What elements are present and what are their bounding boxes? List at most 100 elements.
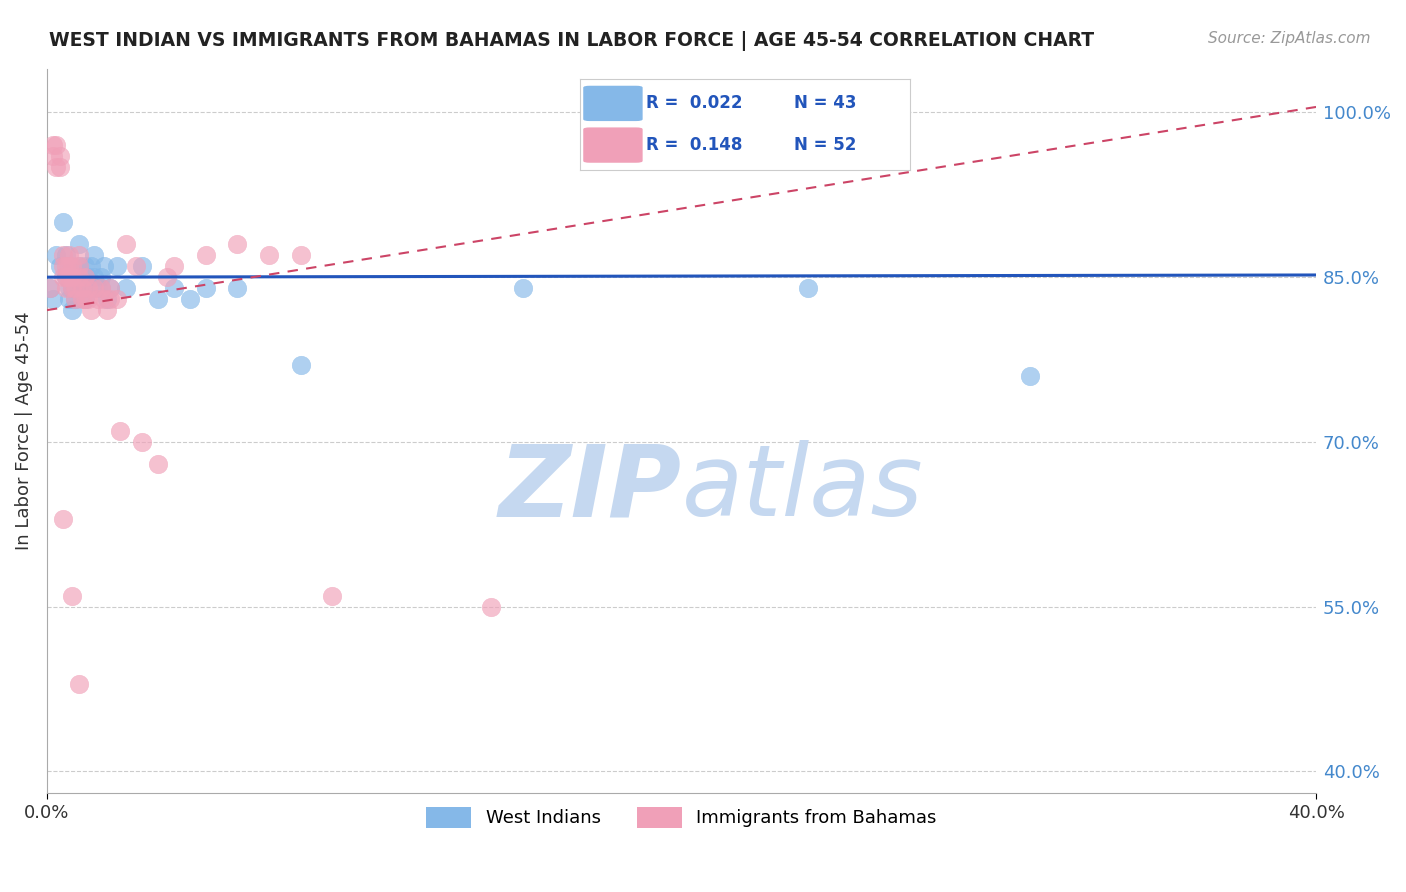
Point bbox=[98, 281, 121, 295]
Point bbox=[90, 281, 112, 295]
Point bbox=[125, 259, 148, 273]
Point bbox=[83, 270, 105, 285]
Point bbox=[70, 270, 93, 285]
Point bbox=[60, 303, 83, 318]
Point bbox=[163, 281, 186, 295]
Point bbox=[48, 161, 70, 175]
Point bbox=[58, 270, 80, 285]
Point bbox=[98, 292, 121, 306]
Point bbox=[39, 281, 62, 295]
Point bbox=[70, 281, 93, 295]
Point bbox=[290, 248, 312, 262]
Point bbox=[257, 248, 280, 262]
Point bbox=[131, 434, 153, 449]
Point bbox=[55, 270, 77, 285]
Point bbox=[55, 270, 77, 285]
Point bbox=[194, 248, 217, 262]
Point bbox=[77, 281, 100, 295]
Point bbox=[67, 676, 90, 690]
Point bbox=[39, 281, 62, 295]
Point bbox=[52, 248, 75, 262]
Point bbox=[194, 281, 217, 295]
Point bbox=[86, 281, 108, 295]
Point bbox=[45, 248, 67, 262]
Point bbox=[131, 259, 153, 273]
Point bbox=[58, 248, 80, 262]
Point bbox=[65, 270, 87, 285]
Point bbox=[60, 589, 83, 603]
Text: atlas: atlas bbox=[682, 441, 924, 537]
Text: Source: ZipAtlas.com: Source: ZipAtlas.com bbox=[1208, 31, 1371, 46]
Point bbox=[90, 270, 112, 285]
Point bbox=[77, 292, 100, 306]
Point bbox=[67, 281, 90, 295]
Point bbox=[93, 292, 115, 306]
Point bbox=[479, 599, 502, 614]
Point bbox=[65, 292, 87, 306]
Point bbox=[77, 270, 100, 285]
Point bbox=[55, 281, 77, 295]
Point bbox=[156, 270, 179, 285]
Point bbox=[77, 281, 100, 295]
Point bbox=[512, 281, 534, 295]
Point bbox=[60, 259, 83, 273]
Point bbox=[105, 259, 128, 273]
Point bbox=[83, 281, 105, 295]
Point bbox=[70, 292, 93, 306]
Point bbox=[48, 149, 70, 163]
Point bbox=[80, 259, 103, 273]
Point bbox=[67, 237, 90, 252]
Y-axis label: In Labor Force | Age 45-54: In Labor Force | Age 45-54 bbox=[15, 311, 32, 550]
Point bbox=[93, 259, 115, 273]
Point bbox=[52, 215, 75, 229]
Text: WEST INDIAN VS IMMIGRANTS FROM BAHAMAS IN LABOR FORCE | AGE 45-54 CORRELATION CH: WEST INDIAN VS IMMIGRANTS FROM BAHAMAS I… bbox=[49, 31, 1094, 51]
Point bbox=[42, 292, 65, 306]
Point bbox=[48, 259, 70, 273]
Point bbox=[179, 292, 201, 306]
Point bbox=[115, 237, 138, 252]
Point bbox=[290, 358, 312, 372]
Point bbox=[70, 281, 93, 295]
Point bbox=[96, 303, 118, 318]
Point bbox=[96, 292, 118, 306]
Point bbox=[52, 259, 75, 273]
Point bbox=[55, 259, 77, 273]
Point bbox=[1019, 369, 1042, 384]
Point bbox=[108, 424, 131, 438]
Point bbox=[67, 259, 90, 273]
Point bbox=[60, 270, 83, 285]
Point bbox=[55, 248, 77, 262]
Point bbox=[73, 292, 96, 306]
Legend: West Indians, Immigrants from Bahamas: West Indians, Immigrants from Bahamas bbox=[419, 800, 943, 835]
Point bbox=[67, 270, 90, 285]
Point bbox=[115, 281, 138, 295]
Point bbox=[45, 138, 67, 153]
Text: ZIP: ZIP bbox=[499, 441, 682, 537]
Point bbox=[321, 589, 343, 603]
Point bbox=[58, 292, 80, 306]
Point bbox=[146, 457, 169, 471]
Point bbox=[86, 292, 108, 306]
Point bbox=[73, 292, 96, 306]
Point bbox=[105, 292, 128, 306]
Point bbox=[226, 237, 249, 252]
Point bbox=[98, 281, 121, 295]
Point bbox=[80, 303, 103, 318]
Point bbox=[52, 512, 75, 526]
Point bbox=[73, 270, 96, 285]
Point bbox=[83, 248, 105, 262]
Point bbox=[42, 138, 65, 153]
Point bbox=[226, 281, 249, 295]
Point bbox=[65, 292, 87, 306]
Point bbox=[67, 259, 90, 273]
Point bbox=[58, 281, 80, 295]
Point bbox=[90, 281, 112, 295]
Point bbox=[52, 270, 75, 285]
Point bbox=[67, 248, 90, 262]
Point bbox=[58, 259, 80, 273]
Point bbox=[45, 161, 67, 175]
Point bbox=[60, 281, 83, 295]
Point bbox=[60, 281, 83, 295]
Point bbox=[146, 292, 169, 306]
Point bbox=[73, 259, 96, 273]
